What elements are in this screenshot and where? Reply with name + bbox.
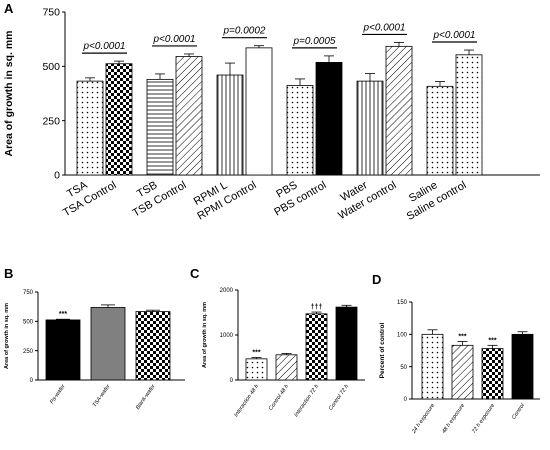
y-tick-label: 750 — [23, 290, 34, 296]
bar — [90, 307, 126, 381]
bar — [315, 62, 343, 176]
bar — [455, 54, 483, 176]
bar — [105, 63, 133, 176]
y-tick-label: 500 — [42, 61, 60, 73]
bar — [451, 344, 474, 400]
p-value-label: p<0.0001 — [83, 41, 126, 52]
y-tick-label: 150 — [397, 300, 408, 306]
category-label: Interaction 72 h — [293, 384, 320, 419]
bar — [146, 78, 174, 176]
category-label: Interaction 48 h — [233, 384, 260, 419]
bar — [511, 333, 534, 400]
bar — [135, 311, 171, 381]
significance-marker: *** — [458, 333, 466, 340]
y-tick-label: 0 — [30, 378, 34, 384]
bar — [335, 306, 358, 381]
category-label: Control 72 h — [328, 384, 350, 412]
chart-d: 0 50 100 150 Percent of control 24 h exposure… — [379, 300, 540, 436]
chart-c: 0 1000 2000 Area of growth in sq. mm Interac… — [202, 288, 365, 418]
category-label: TSB Control — [131, 179, 189, 219]
significance-marker: *** — [488, 337, 496, 344]
category-label: 48 h exposure — [441, 403, 466, 435]
bar — [286, 85, 314, 176]
p-value-label: p=0.0002 — [223, 26, 266, 37]
bar — [481, 348, 504, 400]
panel-label-d: D — [372, 272, 381, 287]
bar — [76, 80, 104, 176]
bar — [275, 354, 298, 381]
y-tick-label: 2000 — [220, 288, 234, 294]
p-value-label: p<0.0001 — [433, 30, 476, 41]
category-label: TSA-wafer — [92, 383, 112, 409]
y-tick-label: 0 — [54, 170, 60, 182]
y-axis-label: Area of growth in sq. mm — [3, 30, 15, 156]
significance-marker: *** — [59, 311, 67, 318]
significance-marker: *** — [252, 350, 260, 357]
bar — [175, 56, 203, 176]
bar — [385, 45, 413, 176]
category-label: 24 h exposure — [411, 403, 436, 436]
y-tick-label: 1000 — [220, 333, 234, 339]
y-tick-label: 500 — [23, 319, 34, 325]
bar — [305, 313, 328, 381]
bar — [356, 80, 384, 176]
bar — [421, 333, 444, 400]
y-tick-label: 100 — [397, 332, 408, 338]
y-tick-label: 0 — [404, 397, 408, 403]
bar — [45, 319, 81, 381]
y-axis-label: Area of growth in sq. mm — [4, 303, 10, 369]
y-axis-label: Area of growth in sq. mm — [202, 302, 208, 368]
bar — [426, 85, 454, 176]
category-label: Control — [511, 402, 527, 421]
y-tick-label: 250 — [23, 349, 34, 355]
bar — [245, 47, 273, 176]
category-label: Pa-wafer — [49, 383, 67, 405]
panel-label-a: A — [4, 1, 14, 16]
chart-b: 0 250 500 750 Area of growth in sq. mm Pa-waf… — [4, 290, 185, 411]
significance-marker: ††† — [311, 304, 323, 311]
category-label: 72 h exposure — [471, 403, 496, 435]
p-value-label: p<0.0001 — [363, 22, 406, 33]
p-value-label: p=0.0005 — [293, 36, 336, 47]
y-tick-label: 250 — [42, 115, 60, 127]
panel-label-c: C — [190, 266, 200, 281]
p-value-label: p<0.0001 — [153, 34, 196, 45]
y-axis-label: Percent of control — [379, 323, 386, 379]
bar — [216, 74, 244, 176]
y-tick-label: 0 — [230, 378, 234, 384]
y-tick-label: 750 — [42, 7, 60, 19]
bar — [245, 358, 268, 381]
panel-label-b: B — [4, 266, 13, 281]
y-tick-label: 50 — [400, 365, 407, 371]
category-label: Blank-wafer — [135, 383, 157, 411]
category-label: Control 48 h — [268, 384, 290, 412]
